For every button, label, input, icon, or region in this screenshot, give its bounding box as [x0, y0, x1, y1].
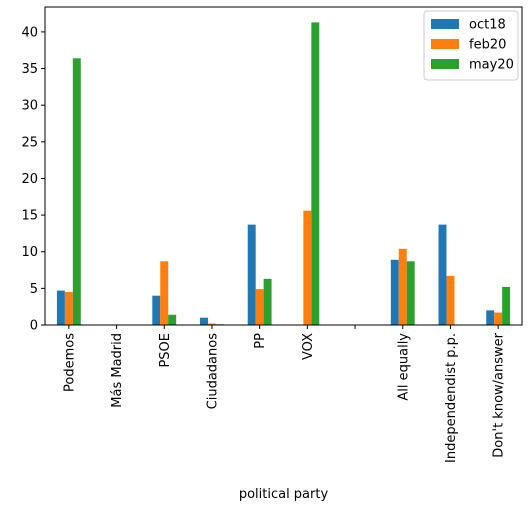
legend-label-feb20: feb20	[469, 38, 506, 53]
x-tick-label: Don't know/answer	[492, 332, 507, 457]
y-tick-label: 0	[30, 319, 38, 334]
plot-frame	[44, 6, 523, 326]
y-axis: 0 5 10 15 20 25 30 35 40	[21, 25, 45, 334]
x-tick-label: Más Madrid	[110, 333, 125, 408]
bar-feb20	[494, 312, 503, 325]
bar-oct18	[390, 259, 399, 325]
x-tick-label: VOX	[301, 333, 316, 360]
bar-may20	[406, 261, 415, 325]
x-axis-title: political party	[239, 487, 329, 502]
bar-feb20	[207, 323, 216, 325]
y-tick-label: 20	[21, 172, 38, 187]
x-tick-label: PP	[253, 333, 268, 349]
x-tick-label: All equally	[396, 333, 411, 401]
legend-swatch-may20	[431, 59, 459, 69]
x-tick-label: Podemos	[62, 333, 77, 392]
bar-may20	[502, 286, 511, 325]
legend: oct18 feb20 may20	[423, 10, 519, 81]
bar-feb20	[446, 275, 455, 325]
bar-feb20	[160, 261, 169, 325]
x-tick-label: PSOE	[158, 333, 173, 368]
bar-may20	[72, 58, 81, 326]
y-tick-label: 5	[30, 282, 38, 297]
y-tick-label: 30	[21, 99, 38, 114]
y-tick-label: 10	[21, 245, 38, 260]
y-tick-label: 40	[21, 25, 38, 40]
bar-may20	[168, 314, 177, 325]
bar-oct18	[56, 290, 65, 325]
x-tick-label: Independendist p.p.	[444, 333, 459, 463]
x-tick-label: Ciudadanos	[205, 333, 220, 410]
y-tick-label: 15	[21, 209, 38, 224]
bar-feb20	[255, 289, 264, 325]
bars-layer	[56, 22, 511, 326]
bar-oct18	[200, 317, 208, 325]
bar-oct18	[438, 224, 447, 325]
bar-feb20	[303, 210, 312, 325]
x-axis: Podemos Más Madrid PSOE Ciudadanos PP VOX All …	[62, 325, 507, 463]
bar-feb20	[398, 248, 407, 325]
bar-oct18	[247, 224, 256, 325]
bar-oct18	[152, 295, 161, 325]
y-tick-label: 35	[21, 62, 38, 77]
legend-label-may20: may20	[469, 58, 514, 73]
legend-label-oct18: oct18	[469, 18, 506, 33]
legend-swatch-feb20	[431, 39, 459, 49]
bar-feb20	[64, 292, 73, 325]
bar-oct18	[486, 310, 495, 325]
y-tick-label: 25	[21, 135, 38, 150]
bar-may20	[263, 278, 272, 325]
bar-may20	[311, 22, 320, 326]
legend-swatch-oct18	[431, 19, 459, 29]
